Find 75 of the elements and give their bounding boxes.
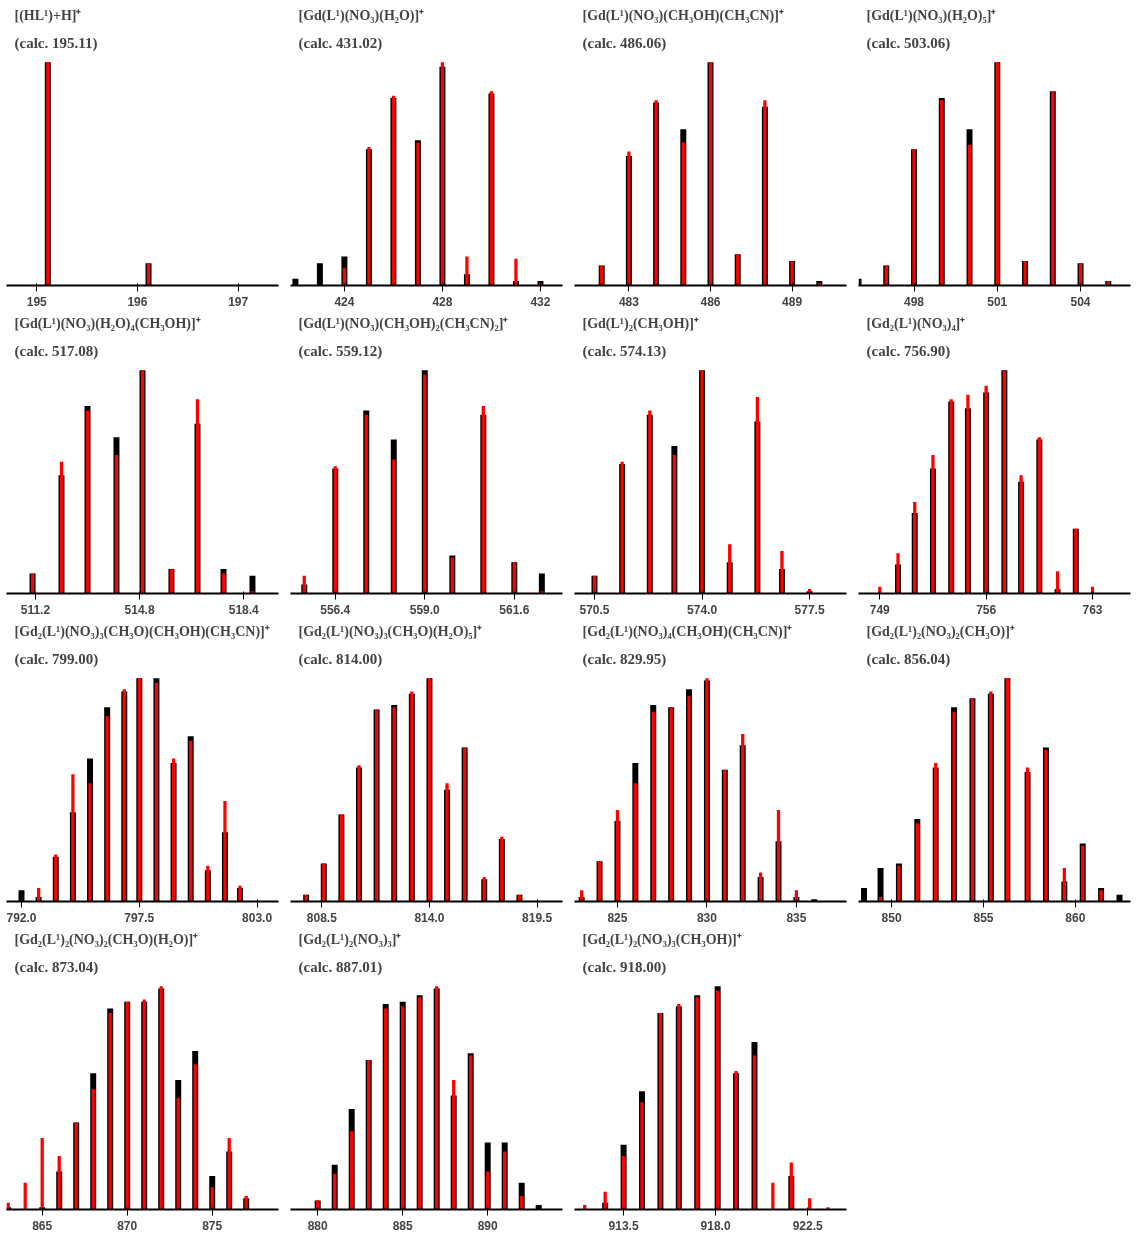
x-tick-label: 195	[26, 294, 48, 309]
x-tick-label: 803.0	[242, 910, 273, 925]
chart-subtitle: (calc. 814.00)	[298, 650, 383, 668]
x-tick-label: 498	[904, 294, 925, 309]
chart-subtitle: (calc. 486.06)	[582, 34, 667, 52]
x-tick-label: 870	[117, 1218, 138, 1233]
x-tick-label: 835	[786, 910, 807, 925]
x-tick-label: 501	[987, 294, 1008, 309]
chart-subtitle: (calc. 799.00)	[14, 650, 99, 668]
x-tick-label: 865	[32, 1218, 53, 1233]
x-tick-label: 830	[696, 910, 718, 925]
chart-title: [Gd₂(L¹)₂(NO₃)₃(CH₃OH)]⁺	[582, 931, 742, 948]
x-tick-label: 922.5	[792, 1218, 823, 1233]
x-tick-label: 808.5	[306, 910, 338, 925]
chart-subtitle: (calc. 756.90)	[866, 342, 951, 360]
x-tick-label: 885	[392, 1218, 414, 1233]
chart-title: [Gd₂(L¹)₂(NO₃)₂(CH₃O)]⁺	[866, 623, 1015, 640]
x-tick-label: 518.4	[228, 602, 260, 617]
chart-subtitle: (calc. 873.04)	[14, 958, 99, 976]
chart-subtitle: (calc. 517.08)	[14, 342, 99, 360]
x-tick-label: 432	[530, 294, 551, 309]
x-tick-label: 763	[1082, 602, 1103, 617]
x-tick-label: 855	[973, 910, 994, 925]
x-tick-label: 825	[607, 910, 628, 925]
x-tick-label: 424	[334, 294, 355, 309]
x-tick-label: 860	[1065, 910, 1086, 925]
chart-subtitle: (calc. 574.13)	[582, 342, 667, 360]
x-tick-label: 197	[228, 294, 249, 309]
chart-title: [Gd(L¹)(NO₃)(CH₃OH)(CH₃CN)]⁺	[582, 7, 784, 24]
chart-subtitle: (calc. 503.06)	[866, 34, 951, 52]
chart-title: [Gd(L¹)(NO₃)(H₂O)₄(CH₃OH)]⁺	[14, 315, 201, 332]
chart-title: [Gd(L¹)(NO₃)(H₂O)₅]⁺	[866, 7, 997, 24]
chart-subtitle: (calc. 195.11)	[14, 34, 98, 52]
x-tick-label: 489	[782, 294, 803, 309]
x-tick-label: 890	[477, 1218, 499, 1233]
chart-subtitle: (calc. 887.01)	[298, 958, 383, 976]
x-tick-label: 486	[700, 294, 721, 309]
chart-title: [Gd(L¹)₂(CH₃OH)]⁺	[582, 315, 699, 332]
x-tick-label: 577.5	[794, 602, 825, 617]
x-tick-label: 913.5	[608, 1218, 639, 1233]
x-tick-label: 850	[881, 910, 902, 925]
x-tick-label: 749	[869, 602, 891, 617]
x-tick-label: 880	[307, 1218, 329, 1233]
x-tick-label: 574.0	[687, 602, 718, 617]
x-tick-label: 875	[202, 1218, 223, 1233]
chart-title: [Gd₂(L¹)(NO₃)₃(CH₃O)(CH₃OH)(CH₃CN)]⁺	[14, 623, 270, 640]
chart-subtitle: (calc. 559.12)	[298, 342, 383, 360]
chart-title: [(HL¹)+H]⁺	[14, 7, 82, 24]
chart-title: [Gd(L¹)(NO₃)(CH₃OH)₂(CH₃CN)₂]⁺	[298, 315, 509, 332]
chart-subtitle: (calc. 856.04)	[866, 650, 951, 668]
x-tick-label: 504	[1070, 294, 1091, 309]
x-tick-label: 559.0	[409, 602, 441, 617]
x-tick-label: 514.8	[124, 602, 155, 617]
chart-subtitle: (calc. 918.00)	[582, 958, 667, 976]
chart-subtitle: (calc. 829.95)	[582, 650, 667, 668]
x-tick-label: 483	[618, 294, 640, 309]
chart-title: [Gd₂(L¹)₂(NO₃)₃]⁺	[298, 931, 402, 948]
x-tick-label: 814.0	[414, 910, 445, 925]
x-tick-label: 819.5	[522, 910, 553, 925]
x-tick-label: 797.5	[124, 910, 155, 925]
x-tick-label: 918.0	[700, 1218, 731, 1233]
chart-title: [Gd₂(L¹)(NO₃)₄(CH₃OH)(CH₃CN)]⁺	[582, 623, 793, 640]
chart-title: [Gd₂(L¹)(NO₃)₄]⁺	[866, 315, 966, 332]
x-tick-label: 756	[976, 602, 997, 617]
x-tick-label: 570.5	[579, 602, 610, 617]
x-tick-label: 511.2	[20, 602, 51, 617]
chart-subtitle: (calc. 431.02)	[298, 34, 383, 52]
x-tick-label: 556.4	[320, 602, 351, 617]
chart-title: [Gd(L¹)(NO₃)(H₂O)]⁺	[298, 7, 425, 24]
x-tick-label: 428	[432, 294, 453, 309]
x-tick-label: 792.0	[6, 910, 37, 925]
x-tick-label: 561.6	[499, 602, 530, 617]
chart-title: [Gd₂(L¹)(NO₃)₃(CH₃O)(H₂O)₅]⁺	[298, 623, 483, 640]
x-tick-label: 196	[127, 294, 148, 309]
chart-title: [Gd₂(L¹)₂(NO₃)₂(CH₃O)(H₂O)]⁺	[14, 931, 199, 948]
